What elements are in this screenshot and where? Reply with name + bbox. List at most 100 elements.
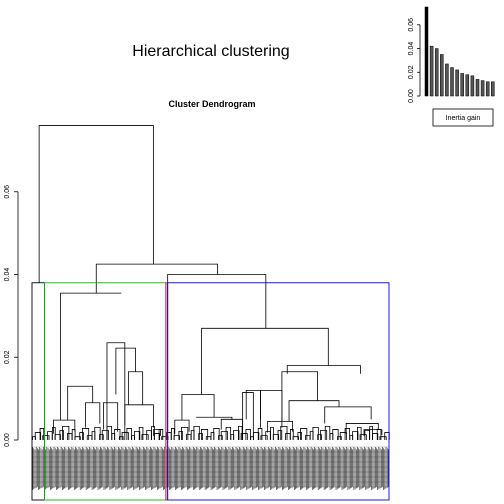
dendrogram-branch: [332, 429, 339, 440]
dendrogram-branch: [352, 431, 359, 440]
dendrogram-branch: [173, 435, 180, 440]
dendrogram-branch: [372, 433, 379, 440]
dendrogram-branch: [158, 429, 164, 440]
dendrogram-branch: [71, 429, 76, 440]
dendrogram-branch: [94, 426, 101, 440]
dendrogram-branch: [257, 428, 263, 440]
dendrogram-branch: [267, 420, 294, 433]
dendrogram-branch: [141, 434, 149, 440]
dendrogram-branch: [317, 434, 322, 440]
dendrogram-branch: [289, 429, 294, 440]
dendrogram-branch: [376, 429, 382, 440]
dendrogram-branch: [152, 429, 161, 436]
cluster-boxes: [31, 282, 390, 501]
inset-tick-label: 0.06: [408, 18, 415, 32]
dendrogram-branch: [106, 425, 113, 440]
inertia-bar: [429, 45, 434, 97]
cluster-dendrogram: 0.00 0.02 0.04 0.06: [4, 125, 390, 501]
dendrogram-branch: [114, 429, 121, 440]
dendrogram-branch: [181, 426, 189, 440]
dendrogram-branch: [67, 385, 94, 421]
dendrogram-branch: [82, 428, 90, 440]
dendrogram-branch: [233, 430, 240, 440]
dendrogram-branch: [193, 425, 200, 440]
cluster-box-cluster-4: [167, 282, 390, 501]
dendrogram-branch: [369, 425, 373, 440]
dendrogram-branch: [281, 371, 318, 422]
inertia-bar: [465, 74, 470, 97]
chart-subtitle: Cluster Dendrogram: [168, 99, 255, 109]
chart-title: Hierarchical clustering: [132, 43, 289, 60]
dendrogram-branch: [345, 423, 379, 434]
inset-tick-label: 0.02: [408, 65, 415, 79]
dendrogram-branch: [292, 436, 299, 440]
inertia-y-axis: 0.00 0.02 0.04 0.06: [408, 18, 421, 103]
dendrogram-branch: [60, 292, 122, 421]
dendro-tick-label: 0.02: [4, 350, 11, 364]
dendrogram-branch: [118, 436, 124, 440]
inertia-bar: [455, 69, 459, 97]
dendrogram-branch: [225, 426, 232, 440]
dendrogram-branch: [220, 431, 228, 440]
dendrogram-branch: [167, 274, 267, 440]
dendrogram-branch: [339, 432, 347, 440]
dendrogram-branch: [324, 406, 372, 424]
dendrogram-branch: [240, 433, 248, 440]
dendrogram-branch: [272, 434, 280, 440]
dendrogram-branch: [312, 426, 319, 440]
dendrogram-branch: [253, 432, 260, 440]
dendrogram-branch: [245, 429, 251, 440]
dendrogram-branch: [300, 428, 308, 440]
dendro-tick-label: 0.04: [4, 268, 11, 282]
dendrogram-branch: [260, 435, 268, 440]
dendrogram-branch: [356, 426, 362, 440]
inertia-bar: [450, 67, 454, 97]
dendrogram-branch: [260, 389, 283, 428]
dendrogram-branch: [205, 436, 212, 440]
dendrogram-branch: [99, 434, 104, 440]
dendrogram-branch: [320, 430, 328, 440]
inertia-bar: [440, 54, 444, 97]
inertia-bar: [460, 73, 464, 97]
dendrogram-branch: [220, 418, 244, 430]
dendrogram-branch: [54, 434, 61, 440]
inset-tick-label: 0.04: [408, 42, 415, 56]
legend-label: Inertia gain: [446, 115, 481, 122]
dendrogram-branch: [379, 436, 387, 440]
dendro-tick-label: 0.06: [4, 185, 11, 199]
inertia-bar: [434, 48, 439, 97]
dendrogram-branch: [286, 365, 361, 374]
dendrogram-branch: [237, 425, 243, 440]
dendrogram-branch: [86, 435, 93, 440]
legend-box: [432, 108, 494, 127]
dendrogram-branch: [38, 125, 154, 283]
dendrogram-branch: [62, 425, 70, 440]
dendrogram-branch: [121, 432, 129, 440]
dendrogram-branch: [115, 347, 136, 395]
dendrogram-branch: [218, 435, 223, 440]
dendrogram-branch: [201, 327, 329, 395]
dendrogram-branch: [170, 428, 175, 440]
inertia-bars: [424, 6, 495, 97]
dendrogram-branch: [151, 425, 155, 440]
dendrogram-branch: [280, 425, 288, 440]
dendrogram-branch: [101, 430, 109, 440]
dendrogram-branch: [42, 435, 50, 440]
inertia-bar: [491, 81, 495, 97]
dendrogram-branch: [85, 402, 101, 428]
dendrogram-branch: [74, 436, 81, 440]
dendrogram-branch: [364, 430, 370, 440]
dendrogram-branch: [34, 432, 42, 440]
dendrogram-branch: [324, 425, 331, 440]
inertia-bar: [475, 79, 480, 97]
dendrogram-branch: [213, 428, 220, 440]
dendrogram-branch: [178, 431, 184, 440]
dendrogram-branch: [79, 432, 84, 440]
dendrogram-branch: [106, 342, 126, 440]
dendrogram-branch: [39, 428, 45, 440]
inertia-bar: [470, 75, 475, 97]
dendrogram-branch: [277, 430, 283, 440]
dendrogram-branch: [51, 426, 56, 440]
dendrogram-branch: [134, 431, 141, 440]
